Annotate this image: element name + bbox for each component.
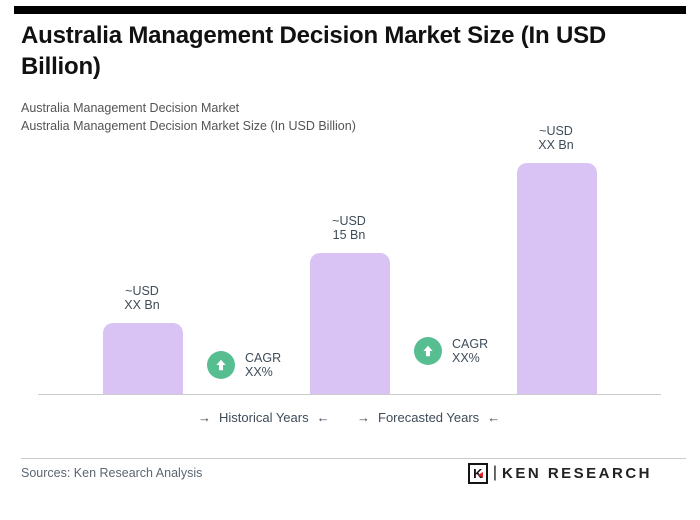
subtitle-line-1: Australia Management Decision Market (21, 101, 240, 115)
axis-group-label-text: Forecasted Years (378, 410, 480, 425)
footer-divider (21, 458, 686, 459)
left-arrow-icon: ← (487, 410, 501, 425)
cagr-label-line: XX% (245, 365, 273, 379)
axis-group-historical: → Historical Years ← (198, 410, 330, 425)
subtitle-line-2: Australia Management Decision Market Siz… (21, 119, 356, 133)
logo-separator: | (492, 463, 497, 481)
top-accent-bar (14, 6, 686, 14)
growth-arrow-icon (207, 351, 235, 379)
ken-research-logo: K | KEN RESEARCH (467, 463, 652, 484)
axis-group-label-text: Historical Years (219, 410, 309, 425)
logo-red-triangle-icon (477, 472, 483, 478)
page-title: Australia Management Decision Market Siz… (21, 22, 607, 80)
chart-subtitle: Australia Management Decision Market Aus… (21, 99, 356, 135)
axis-group-forecasted: → Forecasted Years ← (357, 410, 500, 425)
bar-value-line: XX Bn (124, 298, 160, 312)
bar-value-line: ~USD (539, 124, 573, 138)
cagr-label-line: XX% (452, 351, 480, 365)
logo-k-letter: K (473, 466, 483, 481)
bar-base-year (310, 253, 390, 394)
logo-wordmark: KEN RESEARCH (501, 465, 652, 482)
bar-forecast (517, 163, 597, 394)
cagr-label-line: CAGR (245, 351, 282, 365)
bar-value-line: 15 Bn (332, 228, 366, 242)
bar-value-label: ~USD XX Bn (496, 124, 616, 152)
cagr-label: CAGR XX% (452, 337, 488, 365)
bar-value-line: ~USD (125, 284, 159, 298)
left-arrow-icon: ← (316, 410, 330, 425)
bar-value-line: ~USD (332, 214, 366, 228)
x-axis-line (38, 394, 661, 395)
cagr-badge: CAGR XX% (414, 337, 488, 365)
bar-value-label: ~USD XX Bn (82, 284, 202, 312)
sources-note: Sources: Ken Research Analysis (21, 466, 203, 480)
cagr-label-line: CAGR (452, 337, 489, 351)
growth-arrow-icon (414, 337, 442, 365)
bar-historical (103, 323, 183, 394)
right-arrow-icon: → (198, 410, 211, 425)
cagr-label: CAGR XX% (245, 351, 281, 379)
logo-k-icon: K (467, 463, 488, 484)
bar-value-line: XX Bn (538, 138, 574, 152)
cagr-badge: CAGR XX% (207, 351, 281, 379)
bar-value-label: ~USD 15 Bn (289, 214, 409, 242)
right-arrow-icon: → (357, 410, 370, 425)
